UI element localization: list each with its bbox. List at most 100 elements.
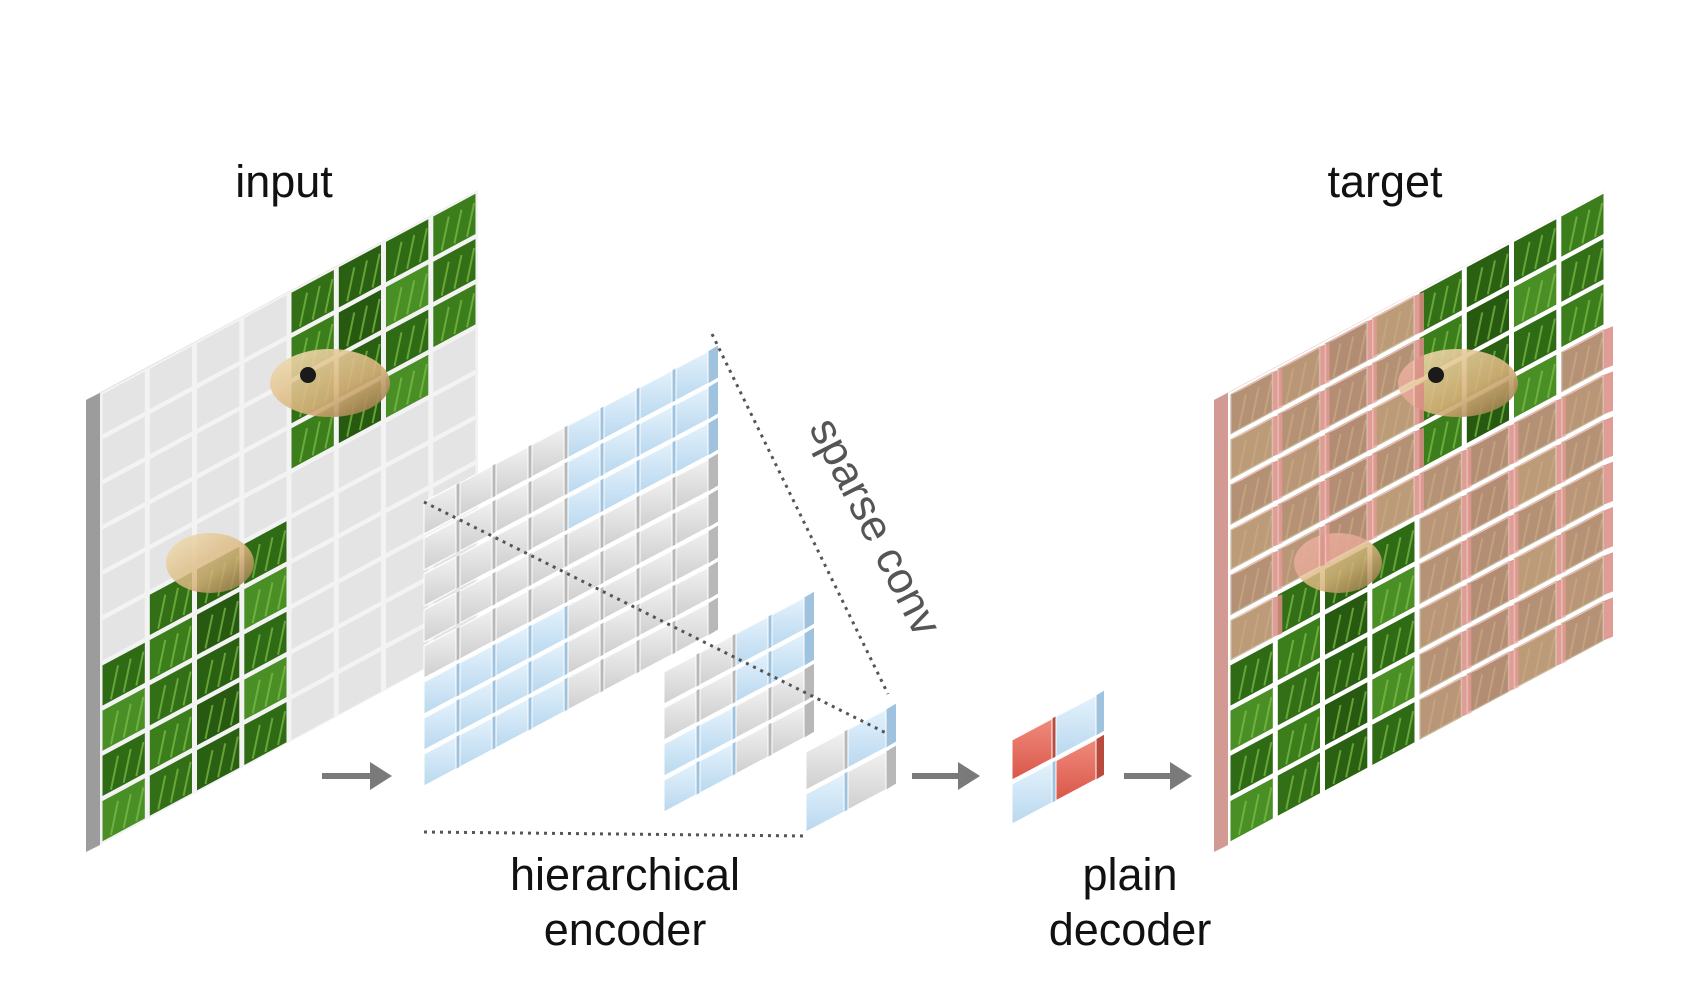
masked-patch-16 <box>102 461 145 525</box>
input-board-face <box>100 190 478 845</box>
masked-patch-69 <box>338 606 381 670</box>
masked-patch-8 <box>102 416 145 480</box>
stage2-gray-block-15 <box>771 699 814 756</box>
target-board <box>1214 190 1613 852</box>
masked-patch-40 <box>102 597 145 661</box>
masked-patch-47 <box>433 419 476 483</box>
masked-patch-53 <box>338 515 381 579</box>
reconstructed-patch-16 <box>1561 326 1613 393</box>
reconstructed-patch-14 <box>1324 453 1377 520</box>
reconstructed-patch-25 <box>1230 594 1283 661</box>
masked-patch-36 <box>291 450 334 514</box>
masked-patch-54 <box>386 490 429 554</box>
decoder-blue-block-1 <box>1055 690 1104 758</box>
masked-patch-60 <box>291 586 334 650</box>
masked-patch-78 <box>386 626 429 689</box>
stage1-gray-block-39 <box>675 489 718 546</box>
masked-patch-19 <box>244 385 287 449</box>
input-board-side <box>86 393 100 852</box>
dog-eye <box>1428 367 1444 383</box>
dog-fur <box>1398 349 1518 417</box>
decoder-label: plain decoder <box>1020 848 1240 958</box>
target-board-side <box>1214 393 1228 852</box>
reconstructed-patch-29 <box>1561 416 1613 484</box>
masked-patch-17 <box>149 436 192 500</box>
reconstructed-patch-3 <box>1372 292 1424 359</box>
masked-patch-1 <box>149 346 192 409</box>
masked-patch-52 <box>291 541 334 605</box>
dog-body <box>166 533 254 593</box>
reconstructed-patch-39 <box>1466 603 1519 670</box>
stage1-gray-block-63 <box>675 597 718 654</box>
reconstructed-patch-24 <box>1561 371 1613 439</box>
encoder-stage-2 <box>663 591 814 813</box>
reconstructed-patch-37 <box>1561 507 1613 574</box>
masked-patch-76 <box>291 676 334 740</box>
masked-patch-61 <box>338 561 381 624</box>
masked-patch-46 <box>386 445 429 509</box>
masked-patch-31 <box>433 329 476 393</box>
dog-eye <box>300 367 316 383</box>
input-label: input <box>235 156 333 207</box>
masked-patch-70 <box>386 580 429 644</box>
masked-patch-39 <box>433 374 476 438</box>
masked-patch-26 <box>197 456 240 520</box>
sparse-conv-dotted-lines <box>423 333 890 838</box>
stage1-gray-block-31 <box>675 453 718 510</box>
masked-patch-25 <box>149 481 192 545</box>
masked-patch-68 <box>291 631 334 695</box>
stage1-blue-block-15 <box>675 381 718 438</box>
plain-decoder <box>1011 690 1104 825</box>
input-tiles <box>102 193 476 842</box>
stage1-blue-block-23 <box>675 417 718 474</box>
masked-patch-9 <box>149 391 192 455</box>
masked-patch-77 <box>338 651 381 715</box>
target-label: target <box>1327 156 1443 207</box>
arrow-decoder-to-target <box>1124 762 1192 790</box>
masked-patch-35 <box>244 476 287 539</box>
target-tiles <box>1230 193 1613 842</box>
arrow-input-to-encoder <box>322 762 392 790</box>
reconstructed-patch-45 <box>1561 597 1613 665</box>
reconstructed-patch-41 <box>1561 552 1613 619</box>
masked-patch-44 <box>291 496 334 559</box>
masked-patch-45 <box>338 470 381 534</box>
masked-patch-11 <box>244 340 287 404</box>
hierarchical-encoder <box>423 333 896 838</box>
masked-patch-10 <box>197 365 240 429</box>
encoder-stage-1 <box>423 345 718 787</box>
input-board <box>86 190 478 852</box>
masked-patch-27 <box>244 430 287 494</box>
stage1-gray-block-26 <box>495 548 538 605</box>
masked-patch-37 <box>338 425 381 489</box>
stage3-gray-block-3 <box>847 745 896 811</box>
masked-patch-0 <box>102 371 145 435</box>
encoder-stage-3 <box>805 703 896 833</box>
reconstructed-patch-15 <box>1372 427 1424 495</box>
masked-patch-24 <box>102 507 145 570</box>
reconstructed-patch-11 <box>1372 382 1424 450</box>
reconstructed-patch-30 <box>1419 537 1472 605</box>
stage1-gray-block-47 <box>675 525 718 582</box>
stage1-gray-block-55 <box>675 561 718 618</box>
dog-fur <box>270 349 390 417</box>
stage2-blue-block-3 <box>771 591 814 648</box>
stage1-blue-block-7 <box>675 345 718 402</box>
decoder-red-block-3 <box>1055 734 1104 802</box>
reconstructed-patch-7 <box>1372 337 1424 404</box>
arrow-encoder-to-decoder <box>912 762 980 790</box>
stage2-blue-block-7 <box>771 627 814 684</box>
reconstructed-patch-33 <box>1561 461 1613 529</box>
masked-patch-3 <box>244 295 287 359</box>
masked-patch-62 <box>386 535 429 599</box>
decoder-label-line2: decoder <box>1048 903 1212 955</box>
masked-patch-32 <box>102 552 145 616</box>
decoder-label-line1: plain <box>1082 849 1178 900</box>
encoder-label-line2: encoder <box>543 903 707 955</box>
stage3-blue-block-1 <box>847 703 896 769</box>
masked-patch-2 <box>197 320 240 384</box>
encoder-label-line1: hierarchical <box>509 849 741 900</box>
masked-patch-18 <box>197 411 240 474</box>
encoder-label: hierarchical encoder <box>470 848 780 958</box>
